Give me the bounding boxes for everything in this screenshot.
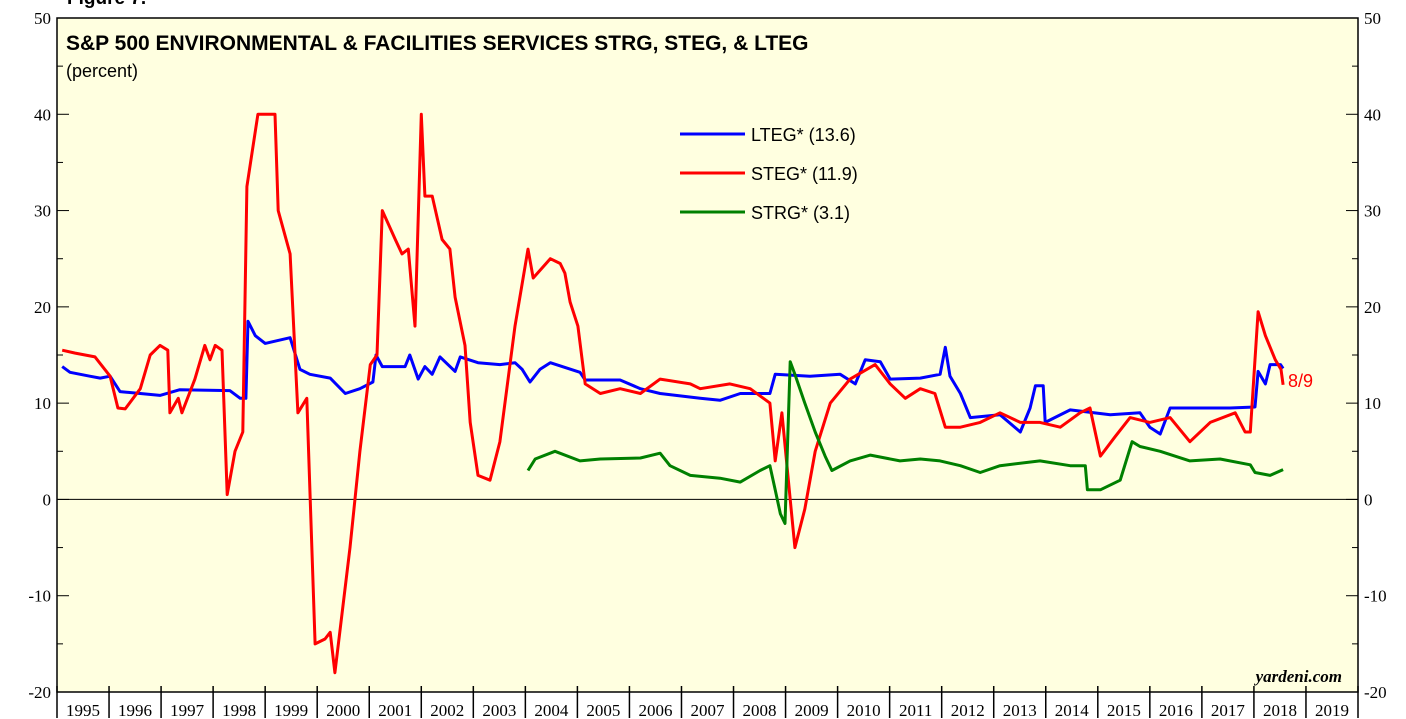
y-tick-label: 0 <box>43 490 52 509</box>
y-tick-label: -20 <box>28 683 51 702</box>
y2-tick-label: -20 <box>1364 683 1387 702</box>
y-tick-label: 50 <box>34 9 51 28</box>
x-tick-label: 2005 <box>586 701 620 719</box>
x-tick-label: 2016 <box>1159 701 1193 719</box>
x-tick-label: 2001 <box>378 701 412 719</box>
legend-label: STRG* (3.1) <box>751 203 850 223</box>
series-line <box>526 360 1284 525</box>
source: yardeni.com <box>1254 667 1342 686</box>
x-tick-label: 2013 <box>1003 701 1037 719</box>
x-tick-label: 2003 <box>482 701 516 719</box>
x-tick-label: 2018 <box>1263 701 1297 719</box>
x-tick-label: 2000 <box>326 701 360 719</box>
legend-label: STEG* (11.9) <box>751 164 858 184</box>
series-line <box>61 112 1285 675</box>
x-tick-label: 1996 <box>118 701 152 719</box>
x-tick-label: 2015 <box>1107 701 1141 719</box>
chart-title: S&P 500 ENVIRONMENTAL & FACILITIES SERVI… <box>66 32 809 55</box>
series-line <box>61 319 1285 436</box>
y2-tick-label: 30 <box>1364 202 1381 221</box>
y-tick-label: 10 <box>34 394 51 413</box>
x-tick-label: 2014 <box>1055 701 1090 719</box>
x-tick-label: 2006 <box>638 701 672 719</box>
y2-tick-label: 50 <box>1364 9 1381 28</box>
chart-subtitle: (percent) <box>66 61 138 81</box>
x-tick-label: 2007 <box>691 701 726 719</box>
x-tick-label: 2002 <box>430 701 464 719</box>
y2-tick-label: 0 <box>1364 490 1373 509</box>
x-tick-label: 2012 <box>951 701 985 719</box>
figure-label: Figure 7. <box>67 0 146 9</box>
legend-label: LTEG* (13.6) <box>751 125 856 145</box>
x-tick-label: 2019 <box>1315 701 1349 719</box>
x-tick-label: 1998 <box>222 701 256 719</box>
y-tick-label: 30 <box>34 202 51 221</box>
x-tick-label: 1999 <box>274 701 308 719</box>
x-tick-label: 2010 <box>847 701 881 719</box>
x-tick-label: 1995 <box>66 701 100 719</box>
annotation: 8/9 <box>1288 371 1313 391</box>
plot-area <box>56 17 1359 693</box>
x-tick-label: 2011 <box>899 701 932 719</box>
y2-tick-label: -10 <box>1364 587 1387 606</box>
y-tick-label: -10 <box>28 587 51 606</box>
x-tick-label: 2009 <box>795 701 829 719</box>
y2-tick-label: 40 <box>1364 105 1381 124</box>
y-tick-label: 40 <box>34 105 51 124</box>
y2-tick-label: 20 <box>1364 298 1381 317</box>
x-tick-label: 2004 <box>534 701 569 719</box>
y-tick-label: 20 <box>34 298 51 317</box>
x-tick-label: 2008 <box>743 701 777 719</box>
y2-tick-label: 10 <box>1364 394 1381 413</box>
x-tick-label: 2017 <box>1211 701 1246 719</box>
x-tick-label: 1997 <box>170 701 205 719</box>
